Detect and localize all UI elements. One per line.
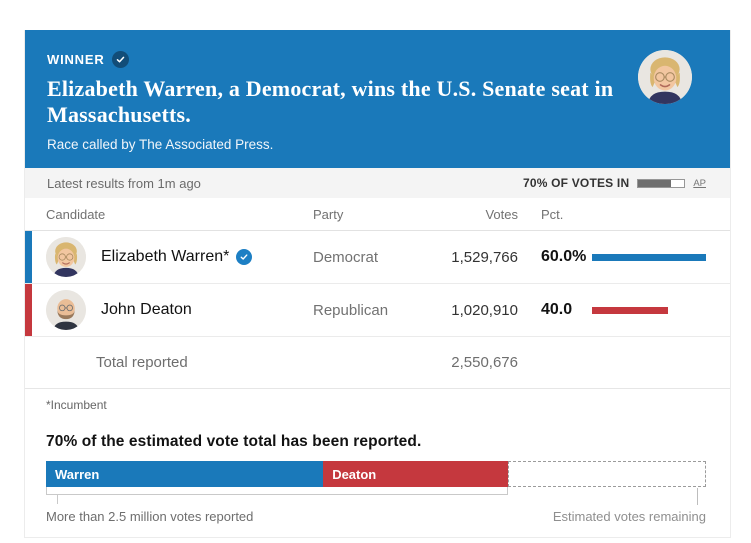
total-reported-votes: 2,550,676 — [451, 354, 518, 371]
candidate-pct: 60.0% — [541, 248, 587, 265]
votes-in-indicator: 70% OF VOTES IN AP — [523, 176, 706, 190]
pct-bar — [592, 253, 706, 261]
reported-note-tick — [57, 495, 58, 504]
reported-votes-note: More than 2.5 million votes reported — [46, 509, 254, 524]
col-header-party: Party — [313, 206, 344, 222]
winner-banner: WINNER Elizabeth Warren, a Democrat, win… — [25, 30, 730, 168]
reported-segment-deaton: Deaton — [323, 461, 508, 487]
race-called-note: Race called by The Associated Press. — [47, 137, 274, 152]
status-bar: Latest results from 1m ago 70% OF VOTES … — [25, 168, 730, 198]
race-headline: Elizabeth Warren, a Democrat, wins the U… — [47, 76, 614, 127]
col-header-votes: Votes — [485, 206, 518, 222]
candidate-name: Elizabeth Warren* — [101, 248, 253, 266]
party-accent-bar — [25, 231, 32, 283]
reporting-bar-wrap: Warren Deaton — [46, 461, 706, 505]
segment-label: Deaton — [332, 466, 377, 482]
candidate-votes: 1,020,910 — [451, 301, 518, 319]
candidate-name: John Deaton — [101, 301, 192, 318]
reporting-chart: 70% of the estimated vote total has been… — [46, 433, 706, 524]
ap-source-link[interactable]: AP — [693, 177, 706, 189]
results-table-header: Candidate Party Votes Pct. — [25, 198, 730, 231]
candidate-photo — [46, 290, 86, 330]
total-row: Total reported 2,550,676 — [25, 337, 730, 389]
race-result-card: WINNER Elizabeth Warren, a Democrat, win… — [24, 30, 731, 538]
reporting-stacked-bar: Warren Deaton — [46, 461, 706, 487]
results-table-body: Elizabeth Warren* Democrat 1,529,766 60.… — [25, 231, 730, 337]
candidate-cell: Elizabeth Warren* — [25, 231, 313, 283]
votes-in-meter-fill — [638, 179, 671, 187]
candidate-votes: 1,529,766 — [451, 248, 518, 266]
candidate-party: Democrat — [313, 248, 379, 266]
reporting-chart-notes: More than 2.5 million votes reported Est… — [46, 509, 706, 524]
segment-label: Warren — [55, 466, 100, 482]
candidate-pct: 40.0 — [541, 301, 573, 318]
winner-check-icon — [111, 51, 129, 68]
results-table: Candidate Party Votes Pct. Elizabeth War… — [25, 198, 730, 389]
col-header-candidate: Candidate — [46, 206, 106, 222]
party-accent-bar — [25, 284, 32, 336]
candidate-photo — [46, 237, 86, 277]
col-header-pct: Pct. — [541, 206, 564, 222]
votes-in-label: 70% OF VOTES IN — [522, 176, 630, 190]
reporting-chart-title: 70% of the estimated vote total has been… — [46, 433, 422, 450]
remaining-votes-note: Estimated votes remaining — [552, 509, 706, 524]
remaining-note-tick — [697, 488, 698, 505]
votes-in-meter — [637, 178, 686, 188]
candidate-party: Republican — [313, 301, 389, 319]
winner-check-icon — [236, 249, 253, 265]
total-reported-label: Total reported — [96, 354, 188, 371]
candidate-row: John Deaton Republican 1,020,910 40.0 — [25, 284, 730, 337]
incumbent-footnote: *Incumbent — [46, 398, 107, 412]
winner-label: WINNER — [47, 52, 105, 67]
winner-row: WINNER — [47, 51, 706, 68]
candidate-cell: John Deaton — [25, 284, 313, 336]
candidate-row: Elizabeth Warren* Democrat 1,529,766 60.… — [25, 231, 730, 284]
reported-segment-warren: Warren — [46, 461, 324, 487]
latest-results-text: Latest results from 1m ago — [47, 175, 201, 191]
reported-votes-bracket — [46, 487, 508, 495]
winner-photo — [638, 50, 692, 104]
estimated-remaining-box — [507, 461, 706, 487]
pct-bar — [592, 306, 668, 314]
